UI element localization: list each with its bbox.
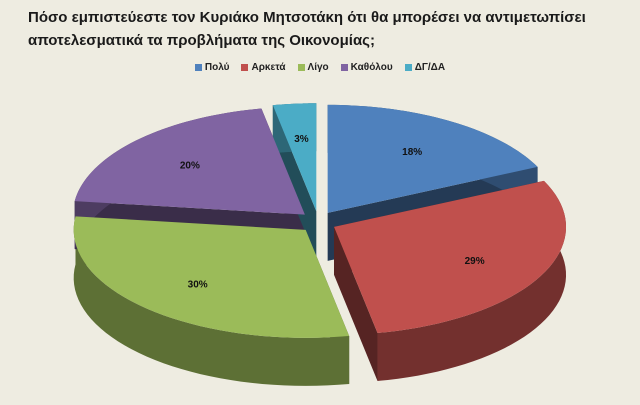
legend-item: ΔΓ/ΔΑ	[404, 62, 446, 73]
legend: Πολύ Αρκετά Λίγο Καθόλου ΔΓ/ΔΑ	[0, 62, 640, 74]
legend-swatch	[241, 64, 249, 71]
legend-item: Πολύ	[194, 62, 230, 73]
legend-item: Λίγο	[297, 62, 329, 73]
slice-3	[74, 108, 305, 215]
data-label: 3%	[294, 134, 309, 145]
data-label: 18%	[402, 147, 422, 158]
legend-swatch	[297, 64, 305, 71]
slice-4	[272, 103, 317, 212]
slice-side	[334, 226, 378, 381]
legend-label: Καθόλου	[350, 62, 393, 73]
slice-0	[327, 104, 538, 213]
slice-1	[334, 180, 567, 333]
legend-label: Αρκετά	[251, 62, 286, 73]
legend-label: ΔΓ/ΔΑ	[414, 62, 446, 73]
slice-outer-wall	[73, 216, 350, 386]
legend-label: Λίγο	[307, 62, 329, 73]
chart-title: Πόσο εμπιστεύεστε τον Κυριάκο Μητσοτάκη …	[28, 9, 586, 49]
legend-swatch	[194, 64, 202, 71]
legend-item: Αρκετά	[241, 62, 286, 73]
slice-2	[73, 216, 350, 338]
data-label: 20%	[180, 160, 200, 171]
legend-swatch	[404, 64, 412, 71]
data-label: 30%	[188, 279, 208, 290]
legend-label: Πολύ	[204, 62, 230, 73]
legend-swatch	[340, 64, 348, 71]
legend-item: Καθόλου	[340, 62, 393, 73]
slice-outer-wall	[377, 180, 567, 381]
data-label: 29%	[465, 256, 485, 267]
